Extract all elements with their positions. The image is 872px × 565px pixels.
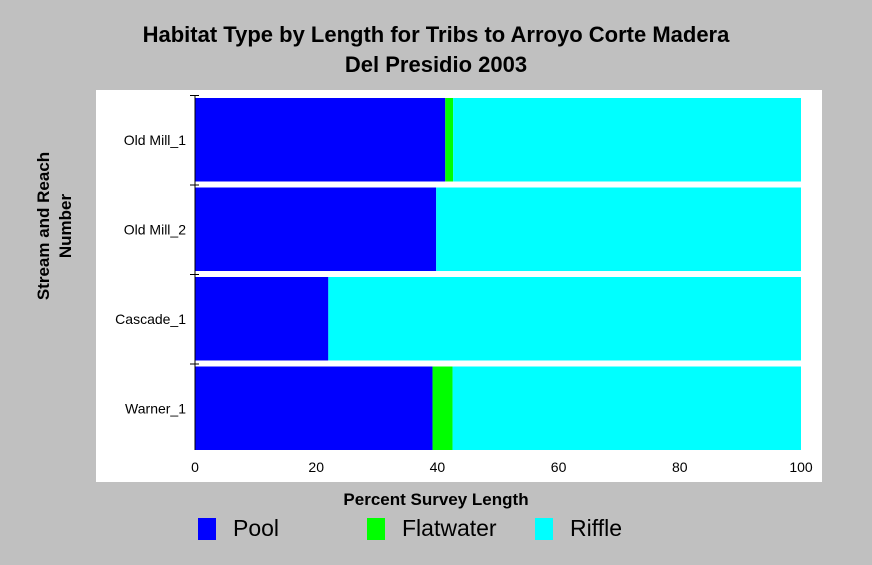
legend-swatch-pool bbox=[198, 518, 216, 540]
y-tick-label-old-mill-2: Old Mill_2 bbox=[124, 221, 186, 237]
y-tick-label-cascade-1: Cascade_1 bbox=[115, 311, 186, 327]
bar-old-mill-2-pool bbox=[195, 187, 437, 271]
legend-label-pool: Pool bbox=[233, 515, 280, 541]
x-tick-label-40: 40 bbox=[430, 459, 446, 475]
plot-panel: Old Mill_1 Old Mill_2 Cascade_1 Warner_1 0 20… bbox=[96, 90, 822, 482]
y-axis-label-line-1: Stream and Reach bbox=[34, 151, 54, 301]
chart-title-line-2: Del Presidio 2003 bbox=[344, 52, 528, 77]
bar-warner-1-flatwater bbox=[432, 366, 453, 450]
bar-warner-1-riffle bbox=[452, 366, 801, 450]
bar-old-mill-1-pool bbox=[195, 98, 446, 182]
legend-swatch-flatwater bbox=[367, 518, 385, 540]
legend-label-riffle: Riffle bbox=[570, 515, 622, 541]
x-tick-label-20: 20 bbox=[308, 459, 324, 475]
x-tick-label-60: 60 bbox=[551, 459, 567, 475]
bar-warner-1-pool bbox=[195, 366, 433, 450]
y-axis-label-line-2: Number bbox=[56, 193, 76, 259]
x-tick-label-100: 100 bbox=[789, 459, 813, 475]
bar-old-mill-1-riffle bbox=[453, 98, 801, 182]
bar-old-mill-2-riffle bbox=[436, 187, 801, 271]
x-axis-label: Percent Survey Length bbox=[343, 490, 529, 509]
y-tick-label-warner-1: Warner_1 bbox=[125, 400, 186, 416]
bar-cascade-1-pool bbox=[195, 277, 329, 361]
legend-label-flatwater: Flatwater bbox=[402, 515, 497, 541]
chart-plot: Old Mill_1 Old Mill_2 Cascade_1 Warner_1 0 20… bbox=[115, 95, 813, 475]
x-tick-label-80: 80 bbox=[672, 459, 688, 475]
y-tick-label-old-mill-1: Old Mill_1 bbox=[124, 132, 186, 148]
legend-swatch-riffle bbox=[535, 518, 553, 540]
x-tick-label-0: 0 bbox=[191, 459, 199, 475]
bar-old-mill-1-flatwater bbox=[445, 98, 454, 182]
chart-title-line-1: Habitat Type by Length for Tribs to Arro… bbox=[142, 22, 730, 47]
bar-cascade-1-riffle bbox=[328, 277, 801, 361]
